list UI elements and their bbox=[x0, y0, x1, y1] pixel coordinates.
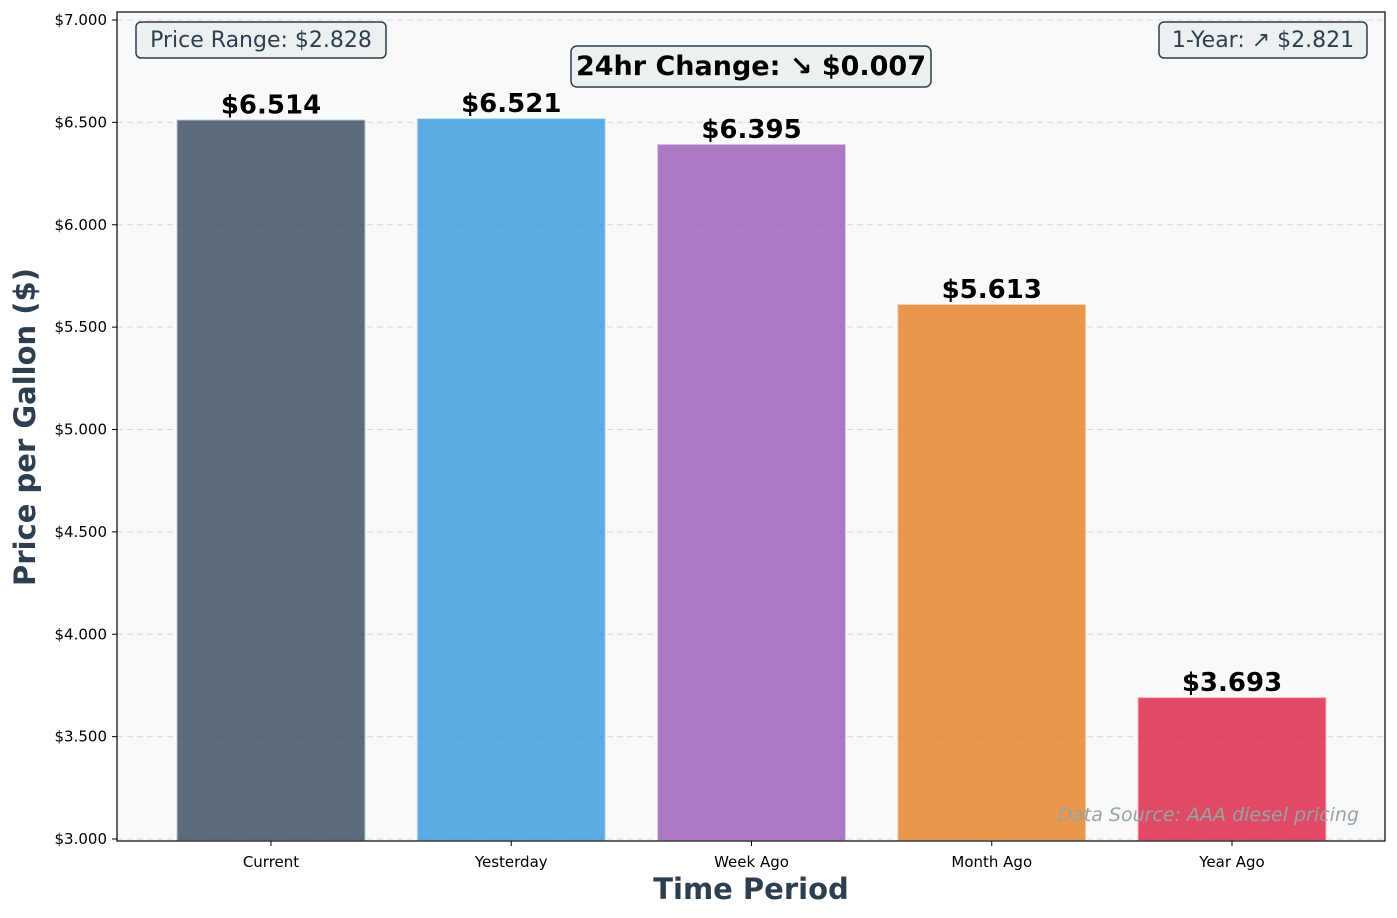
bar-value-label: $6.395 bbox=[701, 115, 801, 145]
y-axis-ticks: $3.000 $3.500 $4.000 $4.500 $5.000 $5.500 $6.0… bbox=[55, 11, 117, 848]
x-axis-ticks: Current Yesterday Week Ago Month Ago Year Ag… bbox=[243, 841, 1265, 871]
bar-yesterday bbox=[415, 117, 607, 842]
price-range-box bbox=[135, 21, 387, 59]
x-tick-label: Current bbox=[243, 853, 299, 871]
y-tick-label: $6.000 bbox=[55, 216, 108, 234]
x-axis-title: Time Period bbox=[653, 872, 849, 906]
y-tick-label: $7.000 bbox=[55, 11, 108, 29]
bar-current bbox=[175, 118, 367, 843]
change-24hr-text: 24hr Change: ↘ $0.007 bbox=[576, 51, 926, 82]
x-tick-label: Yesterday bbox=[474, 853, 548, 871]
bar-value-label: $6.521 bbox=[461, 89, 561, 119]
change-24hr-box bbox=[570, 45, 932, 88]
y-tick-label: $5.500 bbox=[55, 318, 108, 336]
bar-month-ago bbox=[896, 302, 1088, 843]
x-tick-label: Month Ago bbox=[951, 853, 1032, 871]
one-year-box bbox=[1158, 21, 1368, 59]
y-tick-label: $3.500 bbox=[55, 728, 108, 746]
one-year-text: 1-Year: ↗ $2.821 bbox=[1172, 28, 1354, 53]
bar-week-ago bbox=[656, 142, 847, 842]
y-tick-label: $4.500 bbox=[55, 523, 108, 541]
y-tick-label: $4.000 bbox=[55, 625, 108, 643]
value-labels: $6.514 $6.521 $6.395 $5.613 $3.693 bbox=[221, 89, 1282, 698]
bar-value-label: $6.514 bbox=[221, 91, 321, 121]
x-tick-label: Year Ago bbox=[1198, 853, 1265, 871]
bar-value-label: $5.613 bbox=[942, 275, 1042, 305]
bar-value-label: $3.693 bbox=[1182, 668, 1282, 698]
y-axis-title: Price per Gallon ($) bbox=[8, 268, 42, 586]
data-source-text: Data Source: AAA diesel pricing bbox=[1058, 804, 1359, 826]
y-tick-label: $5.000 bbox=[55, 421, 108, 439]
bars bbox=[175, 117, 1328, 843]
y-tick-label: $6.500 bbox=[55, 113, 108, 131]
price-range-text: Price Range: $2.828 bbox=[150, 28, 372, 53]
x-tick-label: Week Ago bbox=[714, 853, 789, 871]
y-tick-label: $3.000 bbox=[55, 830, 108, 848]
